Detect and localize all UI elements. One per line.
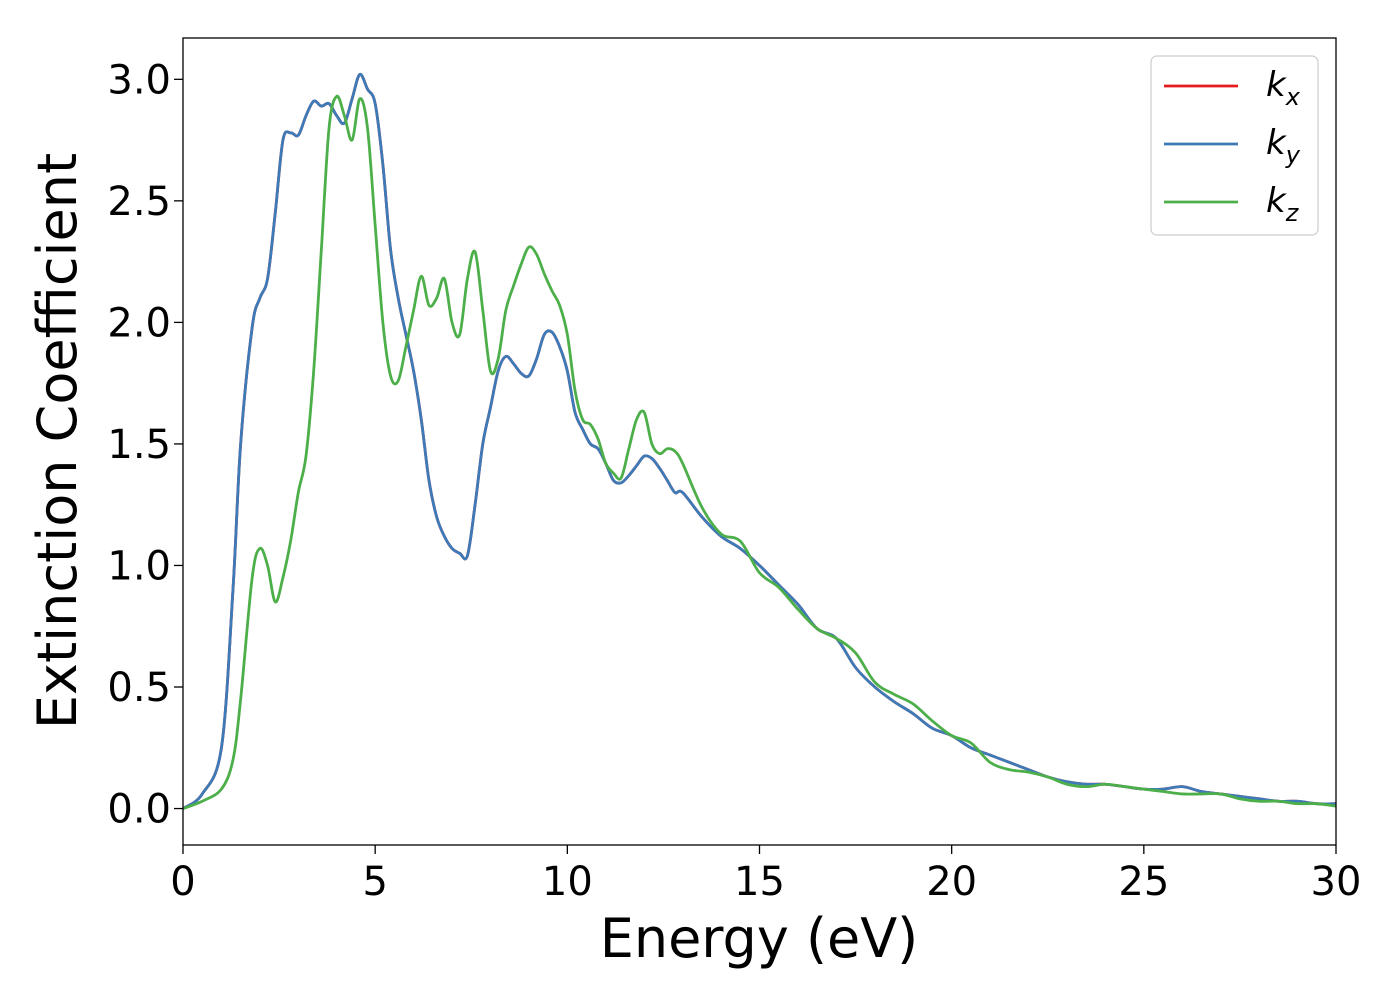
series-line-k-y — [183, 73, 1336, 810]
y-tick-label: 2.5 — [107, 179, 171, 225]
x-tick-label: 25 — [1118, 859, 1169, 905]
legend-label-main: k — [1266, 181, 1287, 221]
x-tick-label: 0 — [170, 859, 195, 905]
x-axis: 0 5 10 15 20 25 30 — [170, 845, 1361, 905]
x-tick-label: 30 — [1311, 859, 1362, 905]
legend-label-k-z: kz — [1266, 181, 1300, 227]
x-tick-label: 15 — [734, 859, 785, 905]
legend-label-sub: z — [1285, 199, 1300, 227]
y-tick-label: 1.5 — [107, 422, 171, 468]
plot-lines — [183, 73, 1336, 810]
x-tick-label: 5 — [362, 859, 387, 905]
y-tick-label: 2.0 — [107, 300, 171, 346]
legend-label-k-y: ky — [1266, 123, 1301, 169]
y-tick-label: 0.0 — [107, 787, 171, 833]
legend-label-main: k — [1266, 65, 1287, 105]
y-axis: 0.0 0.5 1.0 1.5 2.0 2.5 3.0 — [107, 57, 183, 833]
y-tick-label: 0.5 — [107, 665, 171, 711]
y-tick-label: 3.0 — [107, 57, 171, 103]
legend-label-k-x: kx — [1266, 65, 1301, 111]
legend-label-sub: x — [1285, 83, 1301, 111]
x-axis-title: Energy (eV) — [600, 907, 919, 970]
series-line-k-z — [183, 94, 1336, 810]
x-tick-label: 20 — [926, 859, 977, 905]
y-tick-label: 1.0 — [107, 543, 171, 589]
legend-label-main: k — [1266, 123, 1287, 163]
x-tick-label: 10 — [542, 859, 593, 905]
legend-label-sub: y — [1285, 141, 1301, 169]
legend-box — [1150, 55, 1319, 236]
y-axis-title: Extinction Coefficient — [26, 153, 89, 729]
